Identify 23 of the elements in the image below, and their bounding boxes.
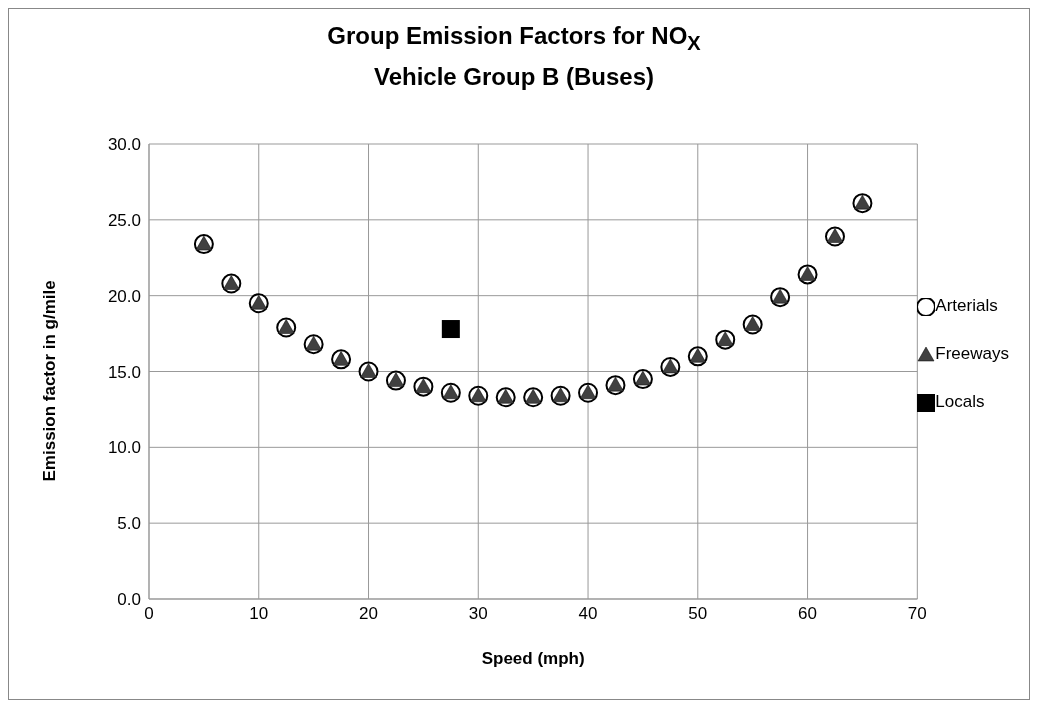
x-tick-label: 10 bbox=[249, 604, 269, 624]
chart-title: Group Emission Factors for NO$_{X}$ bbox=[326, 21, 702, 56]
chart-subtitle: Vehicle Group B (Buses) bbox=[372, 61, 656, 92]
y-tick-label: 20.0 bbox=[107, 286, 141, 306]
x-tick-label: 50 bbox=[688, 604, 708, 624]
x-tick-label: 70 bbox=[907, 604, 927, 624]
x-tick-label: 20 bbox=[359, 604, 378, 624]
y-tick-label: 5.0 bbox=[117, 514, 141, 534]
y-tick-label: 10.0 bbox=[107, 438, 141, 458]
legend-label: Freeways bbox=[935, 344, 1009, 363]
y-tick-label: 30.0 bbox=[107, 135, 141, 155]
x-tick-label: 0 bbox=[144, 604, 154, 624]
x-tick-label: 40 bbox=[578, 604, 598, 624]
y-tick-label: 15.0 bbox=[107, 362, 141, 382]
y-tick-label: 0.0 bbox=[117, 590, 141, 610]
point bbox=[441, 320, 460, 339]
x-axis-title: Speed (mph) bbox=[481, 649, 585, 668]
legend-label: Locals bbox=[935, 392, 985, 411]
x-tick-label: 60 bbox=[798, 604, 818, 624]
y-axis-title: Emission factor in g/mile bbox=[40, 280, 60, 482]
y-tick-label: 25.0 bbox=[107, 210, 141, 230]
x-tick-label: 30 bbox=[468, 604, 488, 624]
legend-label: Arterials bbox=[935, 296, 998, 315]
